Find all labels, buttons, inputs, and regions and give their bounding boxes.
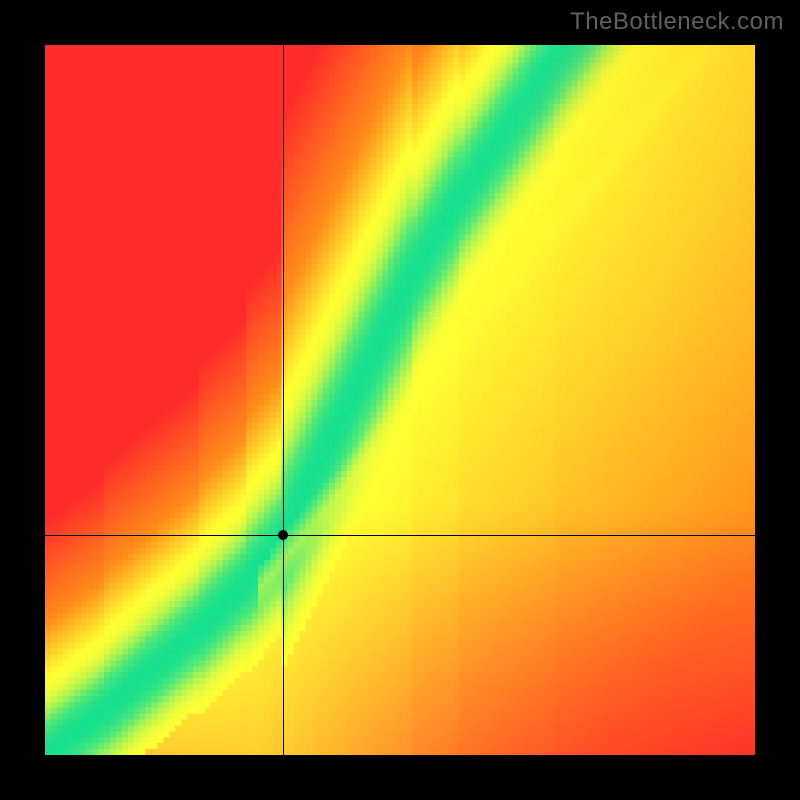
crosshair-marker: [278, 530, 288, 540]
heatmap-plot: [45, 45, 755, 755]
crosshair-vertical: [283, 45, 284, 755]
crosshair-horizontal: [45, 535, 755, 536]
watermark-text: TheBottleneck.com: [570, 8, 784, 36]
heatmap-canvas: [45, 45, 755, 755]
